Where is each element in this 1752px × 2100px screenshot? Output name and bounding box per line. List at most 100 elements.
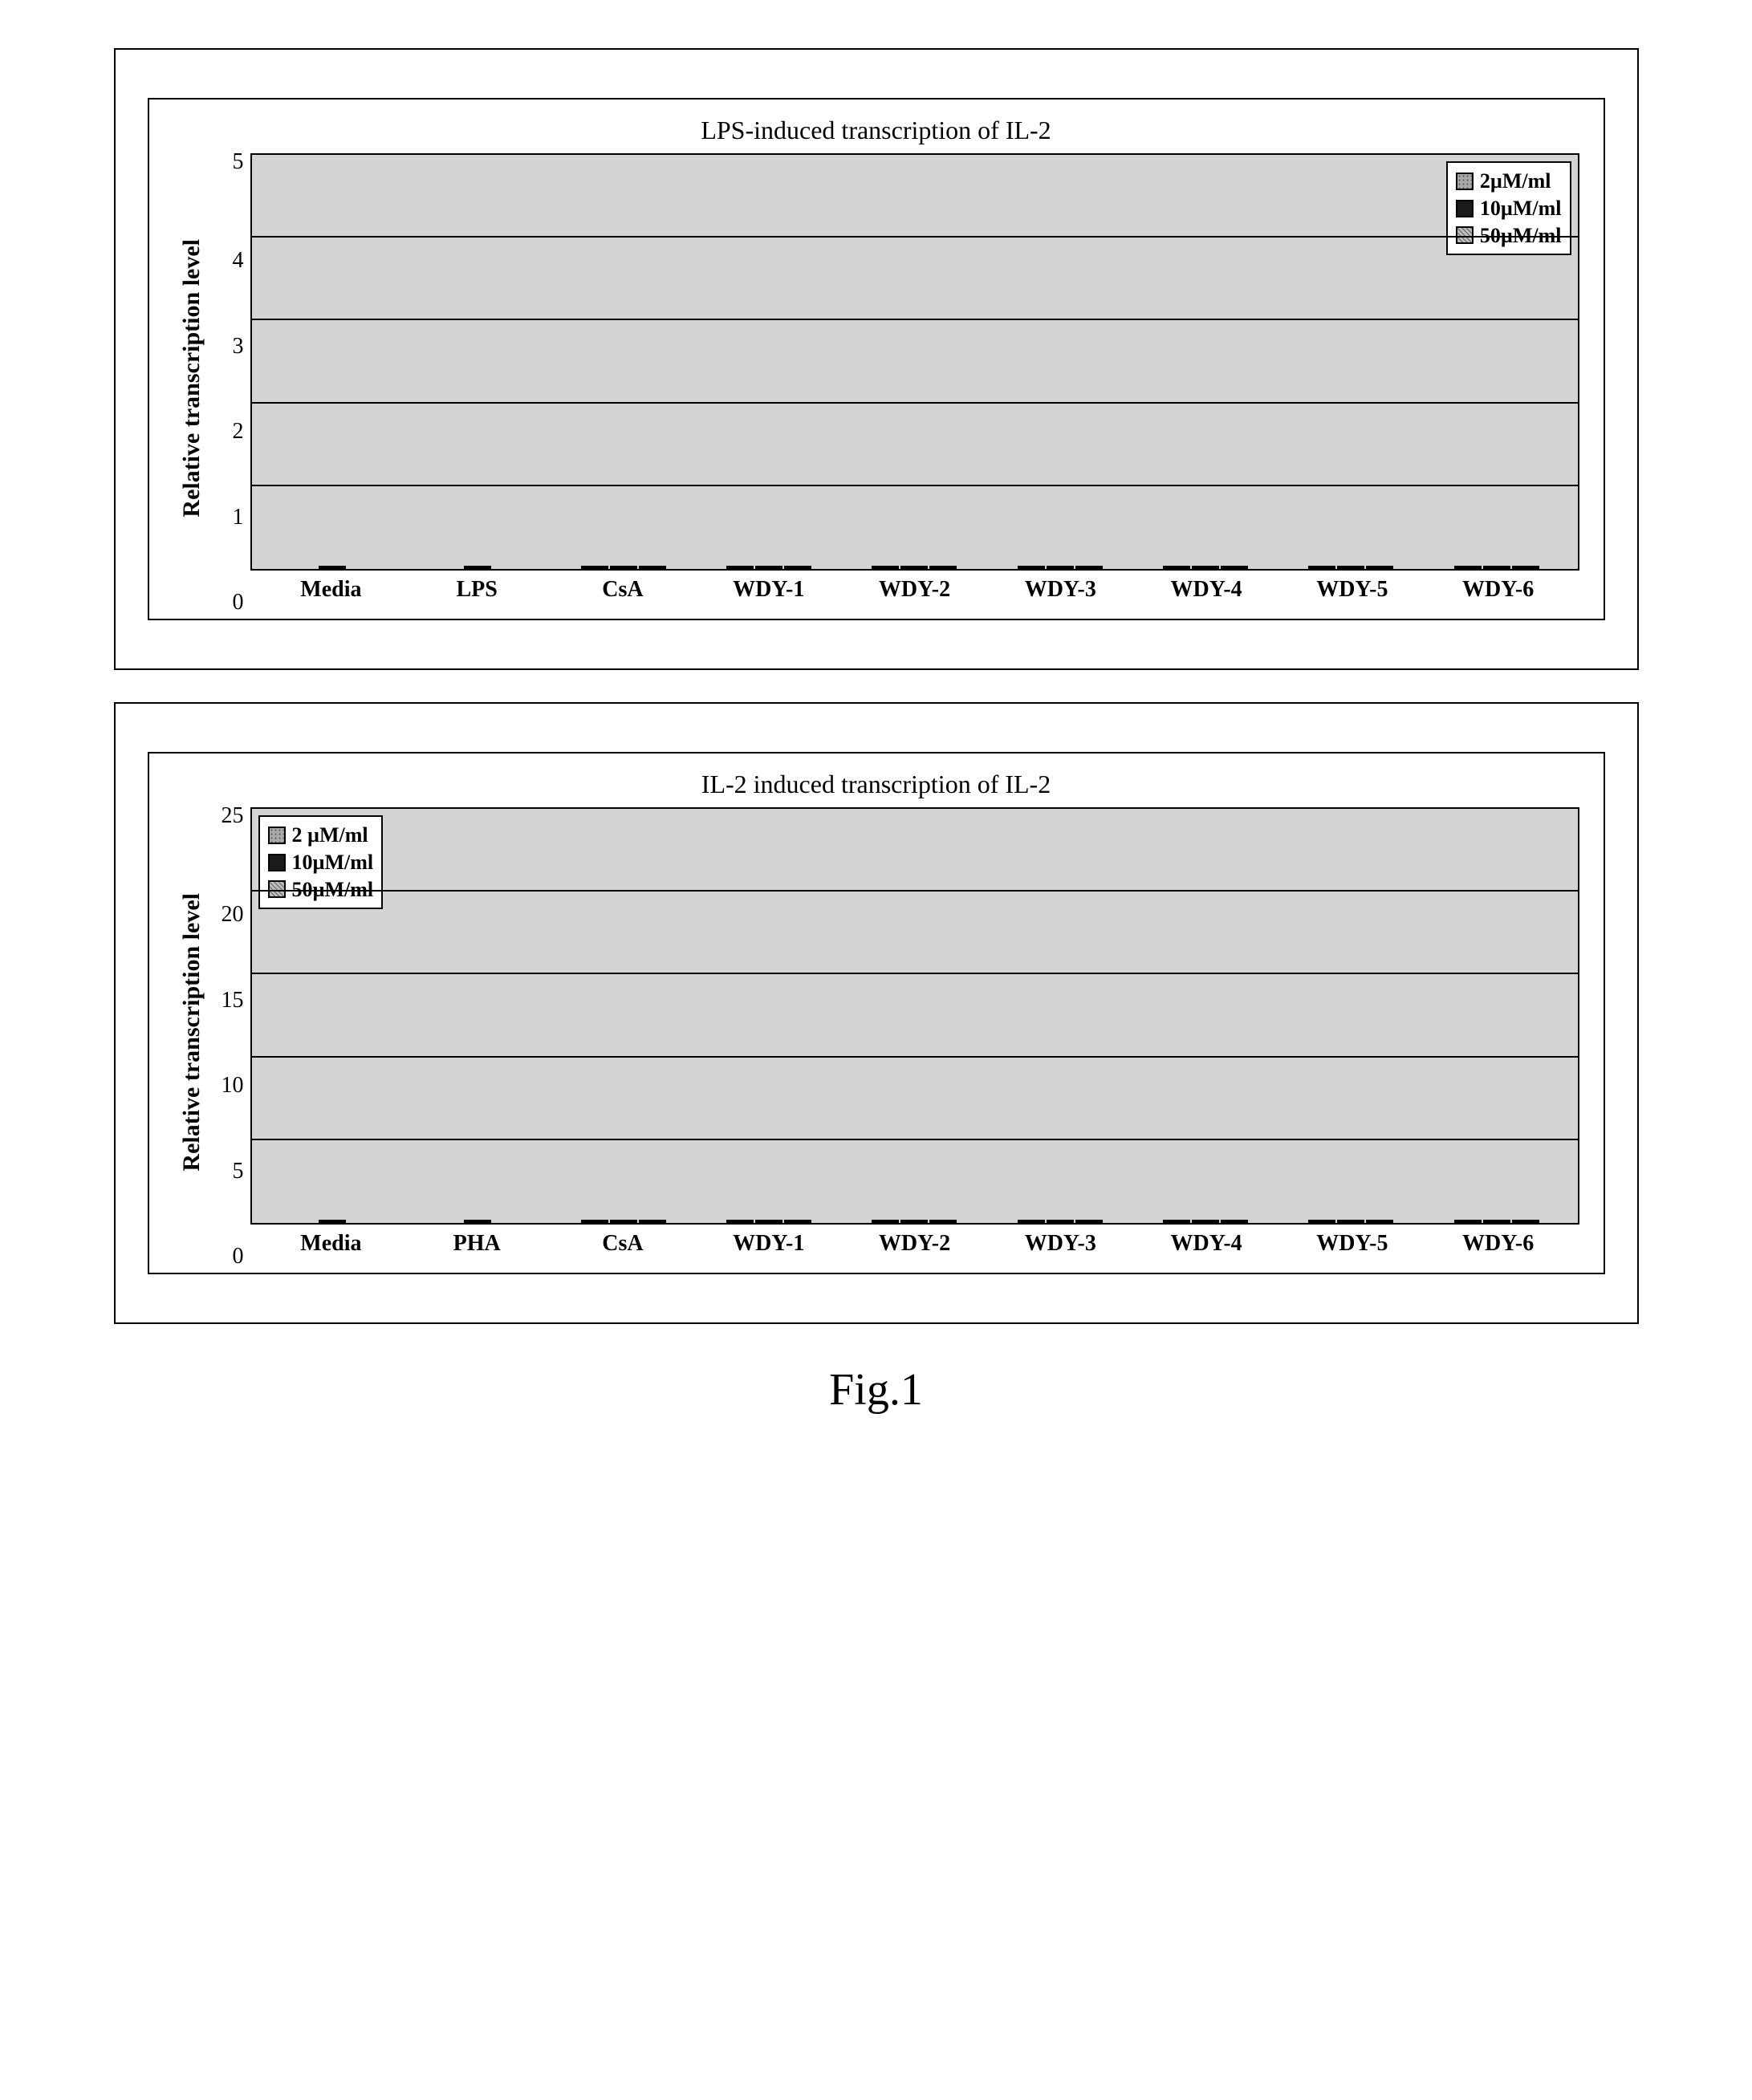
- chart-body: Relative transcription level 2520151050 …: [173, 807, 1579, 1257]
- bar: [1163, 1220, 1190, 1223]
- bar: [610, 1220, 637, 1223]
- bar-group: [1278, 1220, 1424, 1223]
- bar-group: [260, 566, 405, 569]
- bar: [1192, 566, 1219, 569]
- bar-group: [1424, 566, 1569, 569]
- bar: [319, 566, 346, 569]
- bar-group: [696, 1220, 841, 1223]
- bar: [1454, 1220, 1482, 1223]
- bar-group: [987, 566, 1132, 569]
- bar: [929, 566, 957, 569]
- chart-title: IL-2 induced transcription of IL-2: [173, 770, 1579, 799]
- y-tick-label: 10: [222, 1074, 244, 1097]
- bar: [1018, 566, 1045, 569]
- bar: [1483, 1220, 1510, 1223]
- x-tick-label: WDY-2: [842, 1231, 988, 1257]
- bar: [900, 566, 928, 569]
- bar: [1163, 566, 1190, 569]
- x-tick-label: Media: [258, 1231, 404, 1257]
- chart-top: LPS-induced transcription of IL-2 Relati…: [148, 98, 1605, 620]
- bar-group: [987, 1220, 1132, 1223]
- y-tick-label: 4: [233, 250, 244, 272]
- bar-group: [405, 1220, 551, 1223]
- x-tick-label: WDY-1: [696, 577, 842, 603]
- chart-title: LPS-induced transcription of IL-2: [173, 116, 1579, 145]
- plot-area-bottom: 2 µM/ml10µM/ml50µM/ml: [250, 807, 1579, 1225]
- x-tick-label: WDY-2: [842, 577, 988, 603]
- bar: [1308, 566, 1335, 569]
- bars-layer: [252, 155, 1578, 569]
- bar: [610, 566, 637, 569]
- bar: [726, 1220, 754, 1223]
- bar: [929, 1220, 957, 1223]
- figure-panel-top: LPS-induced transcription of IL-2 Relati…: [114, 48, 1639, 670]
- bar: [1308, 1220, 1335, 1223]
- bar: [1221, 1220, 1248, 1223]
- bar: [1483, 566, 1510, 569]
- x-tick-label: WDY-1: [696, 1231, 842, 1257]
- x-tick-label: WDY-3: [987, 1231, 1133, 1257]
- x-tick-label: WDY-5: [1279, 577, 1425, 603]
- bar: [581, 566, 608, 569]
- bar-group: [842, 1220, 987, 1223]
- y-tick-label: 20: [222, 904, 244, 926]
- bar: [639, 566, 666, 569]
- y-tick-label: 25: [222, 805, 244, 827]
- bar: [1366, 1220, 1393, 1223]
- bar-group: [1132, 1220, 1278, 1223]
- bar: [1512, 566, 1539, 569]
- bar: [581, 1220, 608, 1223]
- bar-group: [260, 1220, 405, 1223]
- bar: [755, 1220, 783, 1223]
- bar: [872, 1220, 899, 1223]
- bar-group: [1278, 566, 1424, 569]
- bar: [784, 1220, 811, 1223]
- bars-layer: [252, 809, 1578, 1223]
- bar: [1192, 1220, 1219, 1223]
- x-tick-label: LPS: [404, 577, 550, 603]
- y-axis-ticks-top: 543210: [210, 153, 250, 603]
- x-tick-label: Media: [258, 577, 404, 603]
- y-tick-label: 0: [233, 591, 244, 614]
- bar: [755, 566, 783, 569]
- x-tick-label: WDY-5: [1279, 1231, 1425, 1257]
- bar: [1337, 566, 1364, 569]
- bar: [1075, 1220, 1103, 1223]
- bar-group: [551, 1220, 696, 1223]
- y-tick-label: 5: [233, 1160, 244, 1183]
- x-tick-label: PHA: [404, 1231, 550, 1257]
- bar: [1075, 566, 1103, 569]
- bar: [1018, 1220, 1045, 1223]
- bar-group: [1132, 566, 1278, 569]
- y-tick-label: 5: [233, 151, 244, 173]
- chart-bottom: IL-2 induced transcription of IL-2 Relat…: [148, 752, 1605, 1274]
- bar: [726, 566, 754, 569]
- y-tick-label: 3: [233, 335, 244, 358]
- bar-group: [551, 566, 696, 569]
- bar: [1512, 1220, 1539, 1223]
- x-tick-label: WDY-6: [1425, 1231, 1571, 1257]
- bar: [1221, 566, 1248, 569]
- x-tick-label: WDY-3: [987, 577, 1133, 603]
- y-tick-label: 2: [233, 420, 244, 443]
- y-tick-label: 15: [222, 989, 244, 1012]
- x-tick-label: WDY-4: [1133, 1231, 1279, 1257]
- bar: [639, 1220, 666, 1223]
- y-axis-label: Relative transcription level: [173, 893, 210, 1172]
- bar-group: [405, 566, 551, 569]
- bar: [464, 566, 491, 569]
- x-axis-labels-top: MediaLPSCsAWDY-1WDY-2WDY-3WDY-4WDY-5WDY-…: [250, 571, 1579, 603]
- bar: [1047, 566, 1074, 569]
- plot-area-top: 2µM/ml10µM/ml50µM/ml: [250, 153, 1579, 571]
- x-tick-label: CsA: [550, 577, 696, 603]
- y-axis-label: Relative transcription level: [173, 239, 210, 518]
- x-tick-label: WDY-4: [1133, 577, 1279, 603]
- bar: [784, 566, 811, 569]
- bar: [464, 1220, 491, 1223]
- bar: [319, 1220, 346, 1223]
- plot-column: 2µM/ml10µM/ml50µM/ml MediaLPSCsAWDY-1WDY…: [250, 153, 1579, 603]
- bar-group: [696, 566, 841, 569]
- bar: [1366, 566, 1393, 569]
- bar-group: [842, 566, 987, 569]
- bar: [1454, 566, 1482, 569]
